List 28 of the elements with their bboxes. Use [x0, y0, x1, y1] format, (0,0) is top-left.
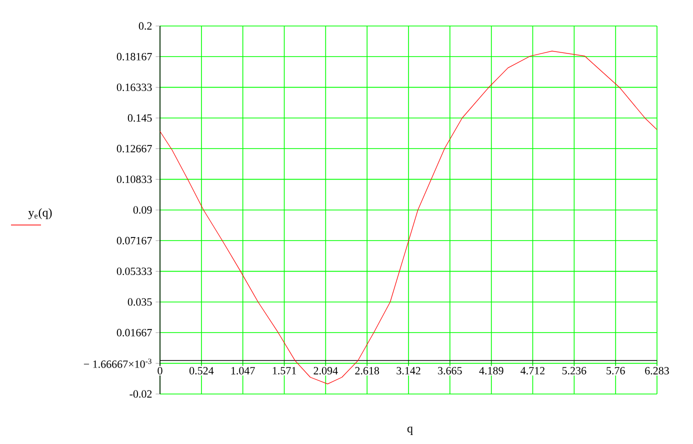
- x-tick-label: 5.236: [562, 367, 586, 374]
- y-tick-label: 0.05333: [116, 268, 152, 276]
- x-tick-label: 3.142: [396, 367, 420, 374]
- y-tick-label: 0.16333: [116, 84, 152, 92]
- x-tick-label: 3.665: [438, 367, 462, 374]
- y-tick-label: 0.2: [138, 22, 152, 30]
- x-axis-title: q: [407, 426, 413, 435]
- y-tick-label: 0.10833: [116, 176, 152, 184]
- x-tick-label: 4.712: [520, 367, 544, 374]
- x-tick-label: 6.283: [645, 367, 669, 374]
- x-tick-label: 2.094: [314, 367, 338, 374]
- y-tick-label: 0.07167: [116, 236, 152, 244]
- x-tick-label: 1.047: [231, 367, 255, 374]
- y-tick-label: − 1.66667×10$^{-3}$: [84, 358, 152, 368]
- x-tick-label: 0: [158, 367, 162, 374]
- y-tick-label: 0.09: [133, 206, 152, 214]
- y-tick-label: 0.18167: [116, 52, 152, 60]
- x-tick-label: 4.189: [479, 367, 504, 374]
- x-tick-label: 5.76: [606, 367, 625, 374]
- y-axis-title: y$_{e}$(q): [28, 208, 52, 220]
- x-tick-label: 1.571: [272, 367, 296, 374]
- y-tick-label: 0.035: [128, 298, 152, 306]
- y-tick-label: -0.02: [130, 390, 152, 398]
- x-tick-label: 2.618: [355, 367, 380, 374]
- y-tick-label: 0.12667: [116, 144, 152, 152]
- x-tick-label: 0.524: [190, 367, 214, 374]
- y-tick-label: 0.01667: [116, 328, 152, 336]
- y-tick-label: 0.145: [128, 114, 152, 122]
